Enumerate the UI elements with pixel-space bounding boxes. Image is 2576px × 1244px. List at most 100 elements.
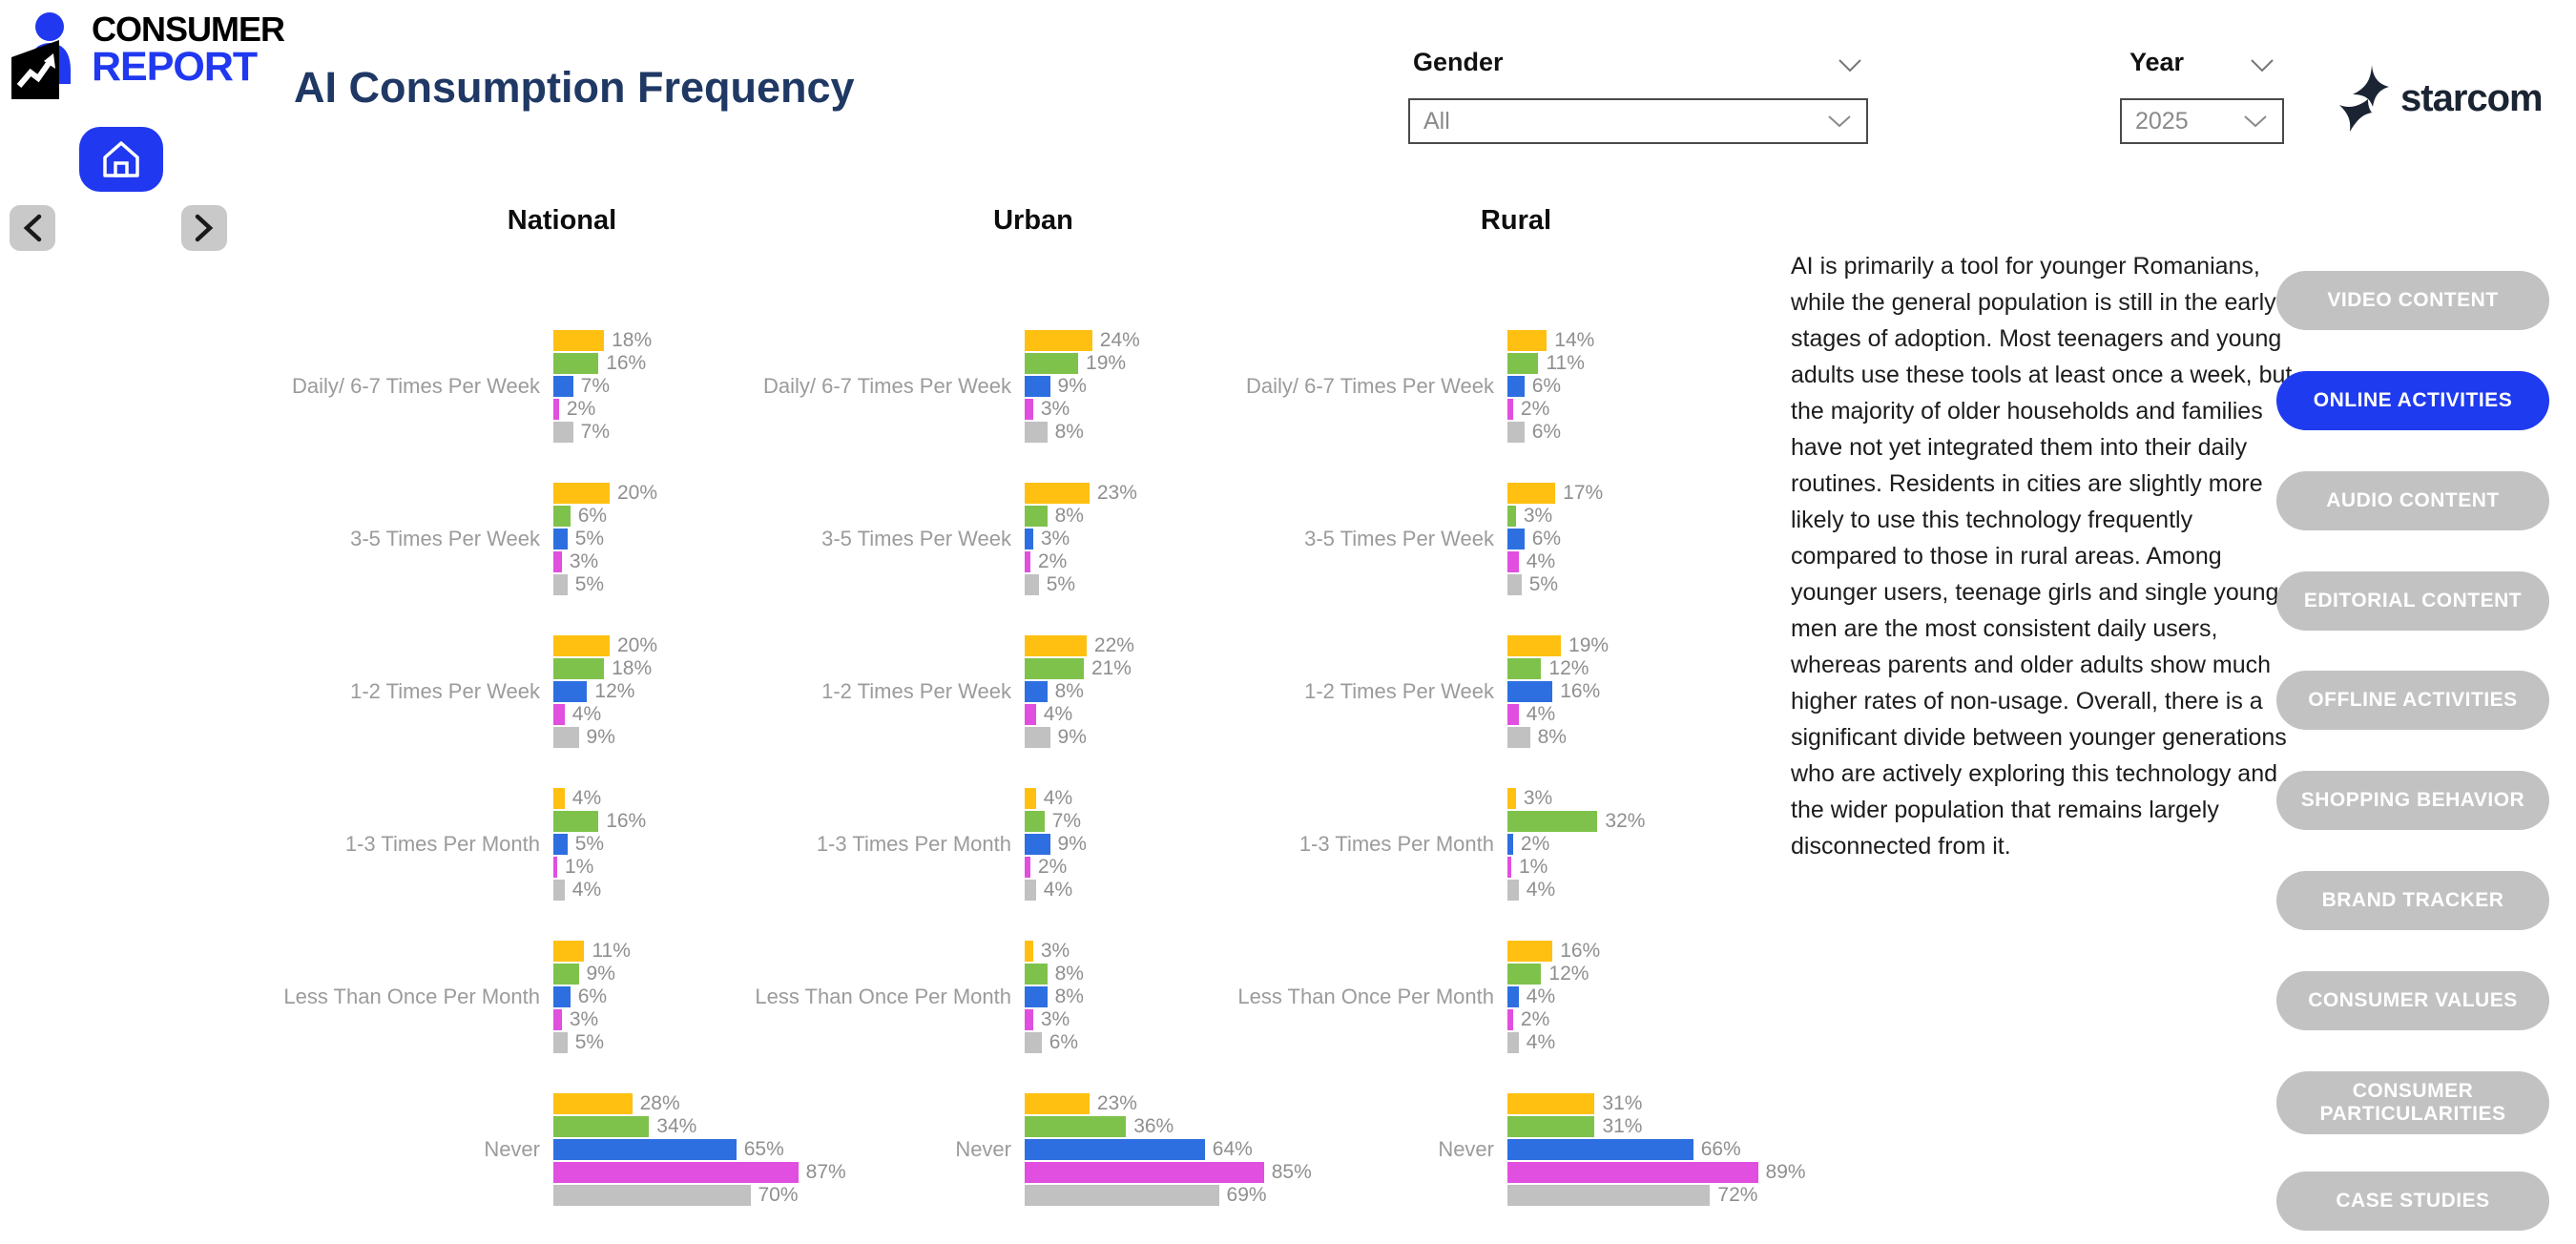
bar-segment-series-3[interactable] <box>553 834 568 855</box>
bar-segment-series-1[interactable] <box>1025 1093 1090 1114</box>
bar-segment-series-5[interactable] <box>1025 1032 1042 1053</box>
sidebar-item-consumer-particularities[interactable]: CONSUMER PARTICULARITIES <box>2276 1071 2549 1134</box>
sidebar-item-online-activities[interactable]: ONLINE ACTIVITIES <box>2276 371 2549 430</box>
bar-segment-series-4[interactable] <box>1025 857 1030 878</box>
bar-segment-series-4[interactable] <box>1025 1162 1264 1183</box>
bar-segment-series-5[interactable] <box>1025 422 1048 443</box>
bar-segment-series-3[interactable] <box>1025 986 1048 1007</box>
bar-segment-series-4[interactable] <box>1507 399 1513 420</box>
sidebar-item-case-studies[interactable]: CASE STUDIES <box>2276 1171 2549 1231</box>
bar-segment-series-2[interactable] <box>1025 964 1048 985</box>
bar-segment-series-4[interactable] <box>553 1009 562 1030</box>
gender-dropdown[interactable]: All <box>1408 98 1868 144</box>
bar-segment-series-5[interactable] <box>553 1032 568 1053</box>
bar-segment-series-5[interactable] <box>1025 574 1039 595</box>
year-dropdown[interactable]: 2025 <box>2120 98 2284 144</box>
sidebar-item-brand-tracker[interactable]: BRAND TRACKER <box>2276 871 2549 930</box>
bar-segment-series-2[interactable] <box>1025 658 1084 679</box>
next-page-button[interactable] <box>181 205 227 251</box>
bar-segment-series-5[interactable] <box>1025 727 1050 748</box>
bar-segment-series-5[interactable] <box>553 880 565 901</box>
bar-segment-series-5[interactable] <box>1507 1185 1711 1206</box>
bar-segment-series-3[interactable] <box>1025 529 1033 549</box>
bar-segment-series-1[interactable] <box>1507 1093 1595 1114</box>
bar-segment-series-5[interactable] <box>1025 880 1036 901</box>
bar-segment-series-4[interactable] <box>553 399 559 420</box>
previous-page-button[interactable] <box>10 205 55 251</box>
bar-segment-series-1[interactable] <box>1025 788 1036 809</box>
sidebar-item-editorial-content[interactable]: EDITORIAL CONTENT <box>2276 571 2549 631</box>
bar-segment-series-3[interactable] <box>553 1139 737 1160</box>
bar-segment-series-5[interactable] <box>553 574 568 595</box>
bar-segment-series-4[interactable] <box>1507 1009 1513 1030</box>
sidebar-item-consumer-values[interactable]: CONSUMER VALUES <box>2276 971 2549 1030</box>
bar-segment-series-4[interactable] <box>553 704 565 725</box>
bar-segment-series-3[interactable] <box>1507 376 1525 397</box>
bar-segment-series-3[interactable] <box>1507 1139 1693 1160</box>
bar-segment-series-4[interactable] <box>1025 704 1036 725</box>
bar-segment-series-1[interactable] <box>1507 941 1553 962</box>
bar-segment-series-5[interactable] <box>553 727 579 748</box>
bar-segment-series-2[interactable] <box>553 506 571 527</box>
bar-segment-series-4[interactable] <box>1507 551 1519 572</box>
bar-segment-series-1[interactable] <box>1507 330 1548 351</box>
bar-segment-series-1[interactable] <box>1025 635 1087 656</box>
bar-segment-series-2[interactable] <box>1025 811 1045 832</box>
bar-segment-series-5[interactable] <box>1507 422 1525 443</box>
bar-segment-series-1[interactable] <box>1025 941 1033 962</box>
gender-filter-collapse-chevron-icon[interactable] <box>1836 57 1864 74</box>
bar-segment-series-2[interactable] <box>1025 1116 1127 1137</box>
bar-segment-series-1[interactable] <box>1507 483 1556 504</box>
bar-segment-series-1[interactable] <box>1025 483 1090 504</box>
bar-segment-series-1[interactable] <box>553 1093 633 1114</box>
bar-segment-series-3[interactable] <box>1025 376 1050 397</box>
bar-segment-series-2[interactable] <box>553 658 605 679</box>
bar-segment-series-3[interactable] <box>1507 986 1519 1007</box>
bar-segment-series-3[interactable] <box>1025 681 1048 702</box>
bar-segment-series-3[interactable] <box>1025 1139 1205 1160</box>
sidebar-item-shopping-behavior[interactable]: SHOPPING BEHAVIOR <box>2276 771 2549 830</box>
bar-segment-series-1[interactable] <box>553 941 585 962</box>
sidebar-item-video-content[interactable]: VIDEO CONTENT <box>2276 271 2549 330</box>
bar-segment-series-2[interactable] <box>1507 964 1542 985</box>
bar-segment-series-3[interactable] <box>553 681 588 702</box>
bar-segment-series-1[interactable] <box>553 483 610 504</box>
bar-segment-series-4[interactable] <box>1025 1009 1033 1030</box>
bar-segment-series-1[interactable] <box>1507 635 1562 656</box>
bar-segment-series-2[interactable] <box>553 811 599 832</box>
bar-segment-series-4[interactable] <box>553 857 557 878</box>
bar-segment-series-3[interactable] <box>1025 834 1050 855</box>
bar-segment-series-5[interactable] <box>1507 1032 1519 1053</box>
bar-segment-series-5[interactable] <box>1507 574 1522 595</box>
bar-segment-series-3[interactable] <box>553 986 571 1007</box>
bar-segment-series-2[interactable] <box>1507 353 1539 374</box>
bar-segment-series-2[interactable] <box>1507 811 1598 832</box>
bar-segment-series-2[interactable] <box>1025 506 1048 527</box>
bar-segment-series-4[interactable] <box>1507 857 1511 878</box>
sidebar-item-audio-content[interactable]: AUDIO CONTENT <box>2276 471 2549 530</box>
bar-segment-series-3[interactable] <box>553 376 573 397</box>
bar-segment-series-1[interactable] <box>553 635 610 656</box>
bar-segment-series-3[interactable] <box>1507 681 1553 702</box>
bar-segment-series-4[interactable] <box>553 1162 799 1183</box>
year-filter-collapse-chevron-icon[interactable] <box>2248 57 2276 74</box>
bar-segment-series-4[interactable] <box>1025 399 1033 420</box>
bar-segment-series-2[interactable] <box>553 353 599 374</box>
bar-segment-series-2[interactable] <box>553 1116 650 1137</box>
bar-segment-series-2[interactable] <box>1507 1116 1595 1137</box>
bar-segment-series-5[interactable] <box>553 1185 751 1206</box>
bar-segment-series-4[interactable] <box>1507 704 1519 725</box>
bar-segment-series-2[interactable] <box>1507 506 1516 527</box>
home-button[interactable] <box>79 127 163 192</box>
bar-segment-series-1[interactable] <box>1025 330 1092 351</box>
bar-segment-series-5[interactable] <box>1025 1185 1219 1206</box>
bar-segment-series-1[interactable] <box>1507 788 1516 809</box>
bar-segment-series-3[interactable] <box>1507 834 1513 855</box>
sidebar-item-offline-activities[interactable]: OFFLINE ACTIVITIES <box>2276 671 2549 730</box>
bar-segment-series-2[interactable] <box>1025 353 1079 374</box>
bar-segment-series-5[interactable] <box>1507 727 1530 748</box>
bar-segment-series-1[interactable] <box>553 788 565 809</box>
bar-segment-series-3[interactable] <box>553 529 568 549</box>
bar-segment-series-2[interactable] <box>553 964 579 985</box>
bar-segment-series-4[interactable] <box>1025 551 1030 572</box>
